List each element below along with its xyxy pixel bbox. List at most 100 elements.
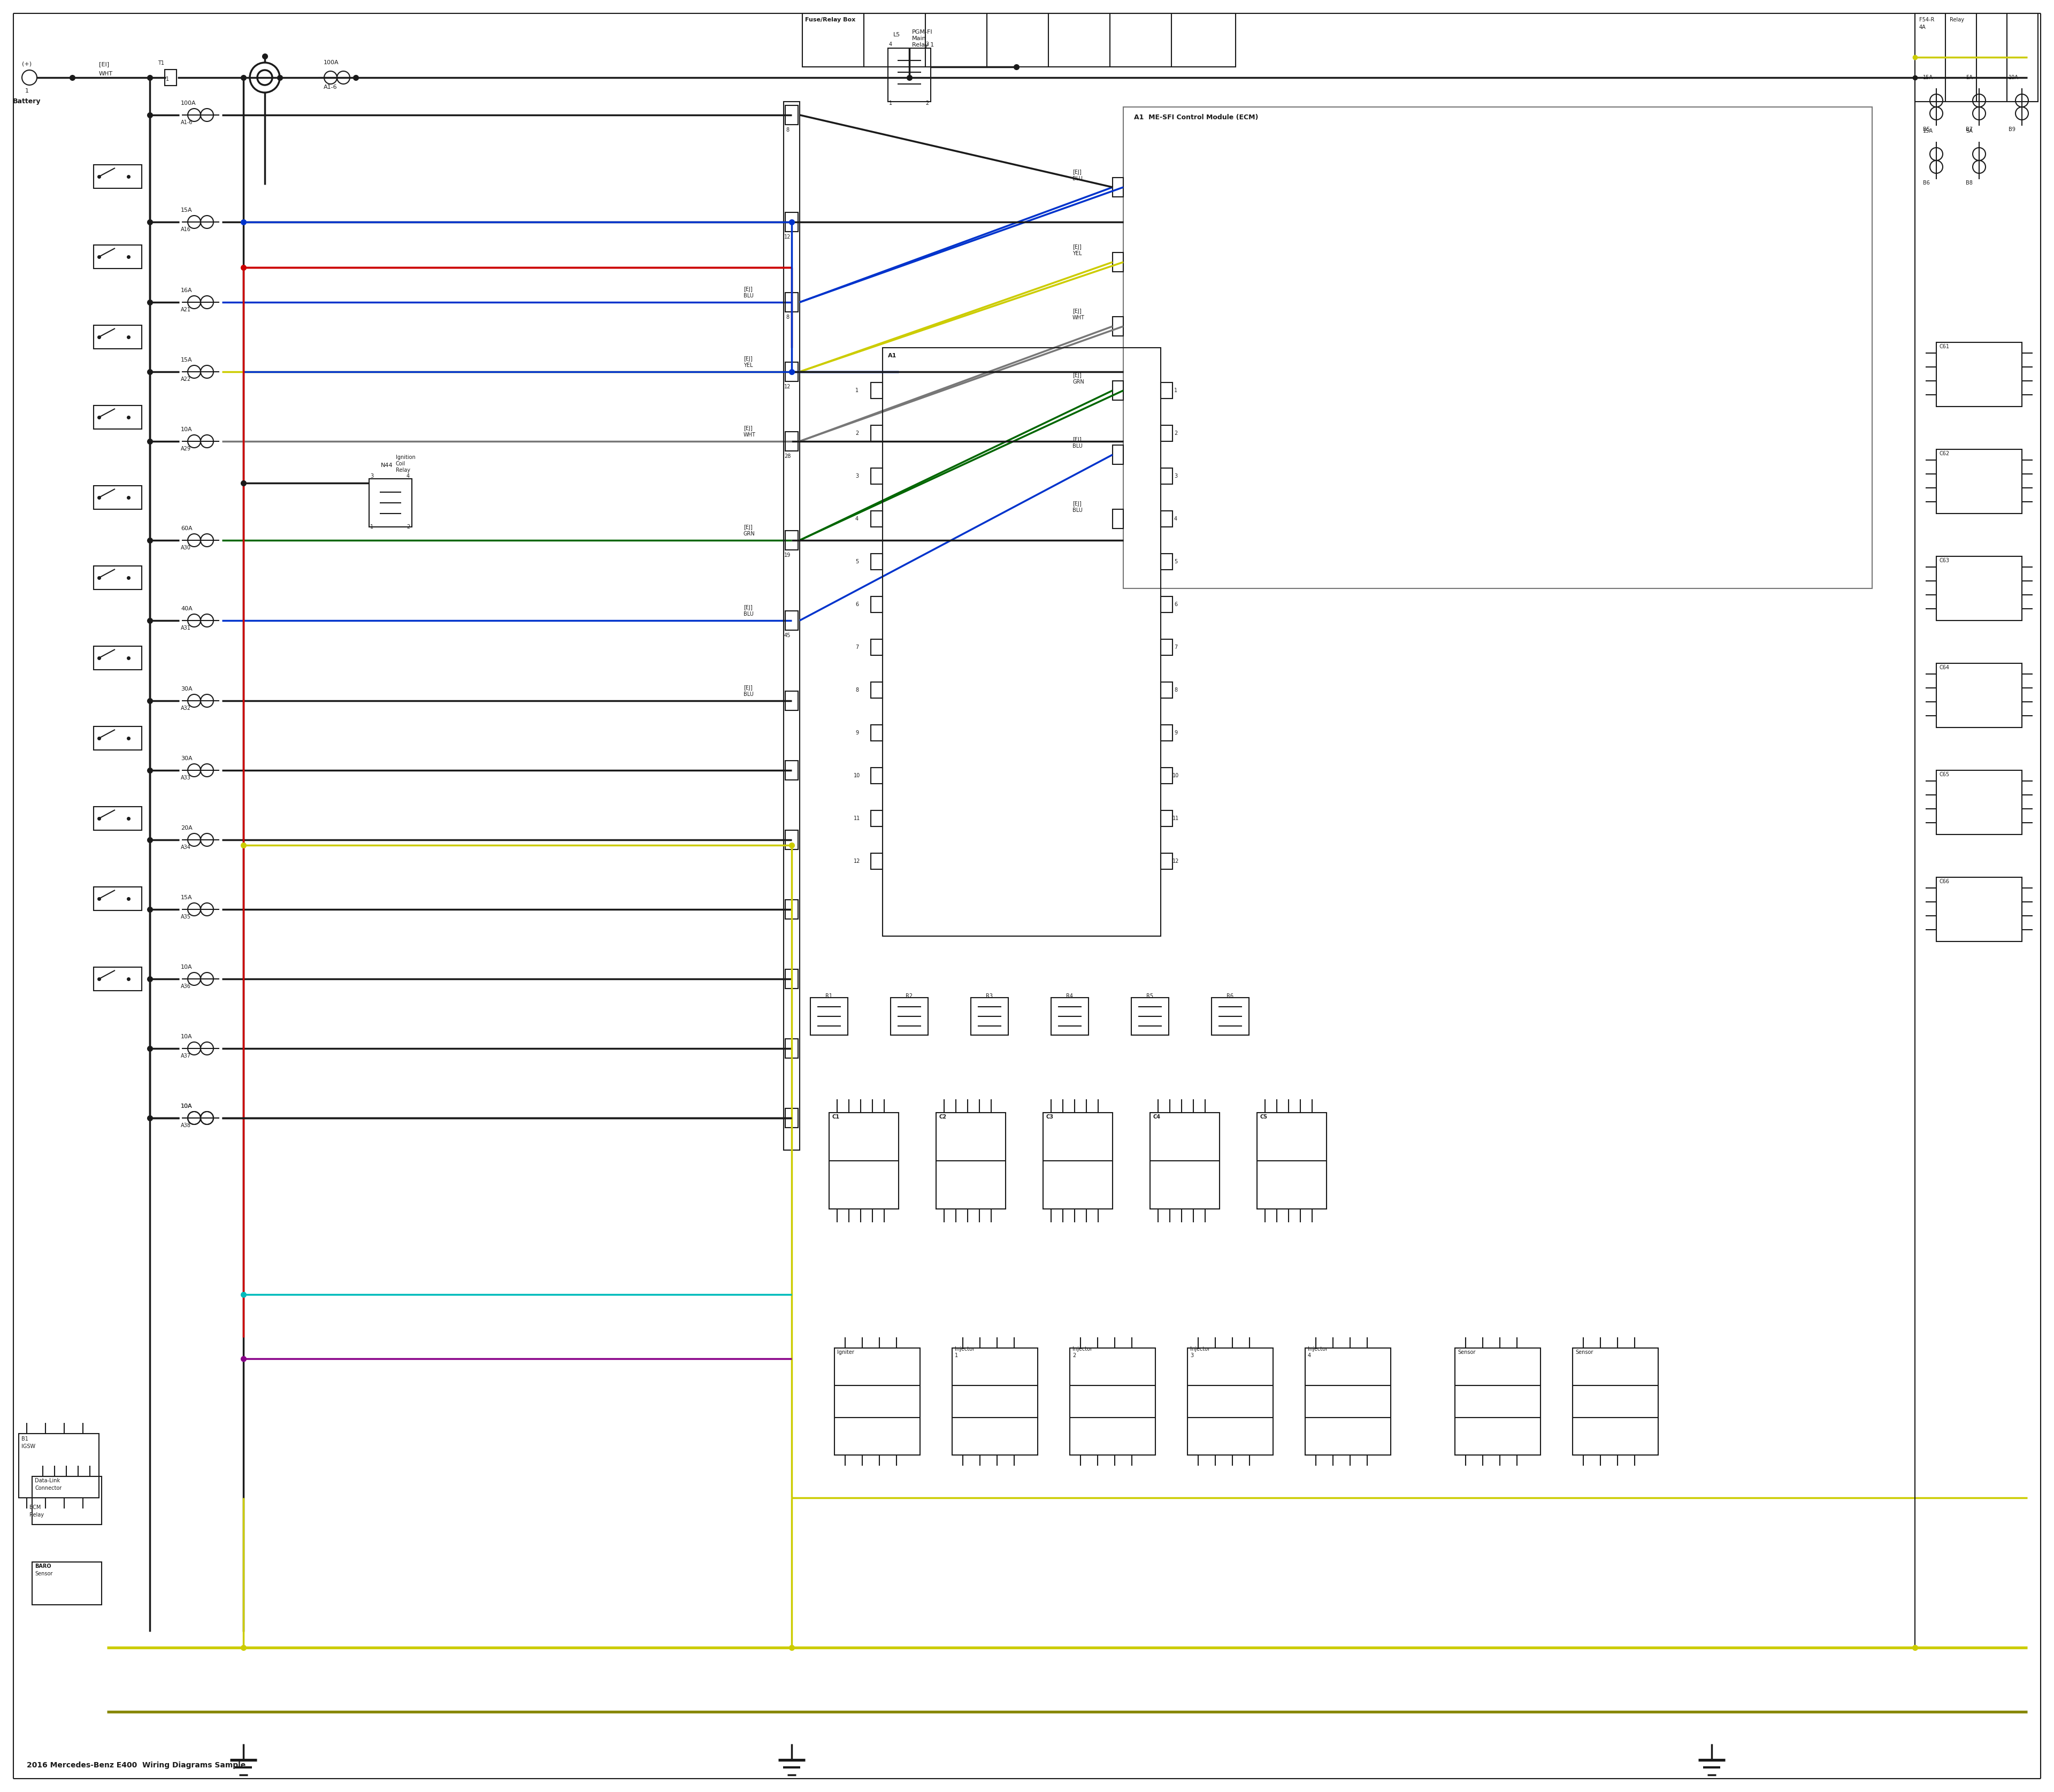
Text: [EJ]
BLU: [EJ] BLU xyxy=(1072,170,1082,181)
Bar xyxy=(33,1563,101,1606)
Bar xyxy=(1161,810,1173,826)
Text: 30A: 30A xyxy=(181,686,193,692)
Text: Coil: Coil xyxy=(396,461,405,466)
Text: B5: B5 xyxy=(1923,127,1931,133)
Text: 4A: 4A xyxy=(1918,25,1927,30)
Text: 7: 7 xyxy=(854,645,859,650)
Text: C5: C5 xyxy=(1259,1115,1267,1120)
Bar xyxy=(871,382,883,398)
Text: C1: C1 xyxy=(832,1115,840,1120)
Text: 3: 3 xyxy=(926,41,928,47)
Bar xyxy=(785,362,799,382)
Text: 19: 19 xyxy=(785,552,791,557)
Text: Connector: Connector xyxy=(35,1486,62,1491)
Bar xyxy=(1937,771,2021,835)
Text: 4: 4 xyxy=(889,41,891,47)
Bar xyxy=(94,324,142,349)
Bar xyxy=(1043,1113,1113,1210)
Text: B7: B7 xyxy=(1966,127,1972,133)
Text: C4: C4 xyxy=(1152,1115,1161,1120)
Bar xyxy=(1150,1113,1220,1210)
Text: 10A: 10A xyxy=(181,1104,193,1109)
Bar xyxy=(871,597,883,613)
Bar xyxy=(785,830,799,849)
Text: [EJ]
GRN: [EJ] GRN xyxy=(744,525,756,536)
Text: 2: 2 xyxy=(1175,430,1177,435)
Bar xyxy=(1161,382,1173,398)
Bar xyxy=(871,767,883,783)
Text: [EJ]
WHT: [EJ] WHT xyxy=(1072,308,1085,321)
Bar xyxy=(953,1348,1037,1455)
Bar xyxy=(1454,1348,1540,1455)
Bar xyxy=(1161,640,1173,656)
Text: B9: B9 xyxy=(2009,127,2015,133)
Text: A34: A34 xyxy=(181,844,191,849)
Bar xyxy=(1187,1348,1273,1455)
Text: 10: 10 xyxy=(854,772,861,778)
Text: B6: B6 xyxy=(1923,181,1931,186)
Text: 12: 12 xyxy=(785,383,791,389)
Bar xyxy=(785,432,799,452)
Bar xyxy=(871,853,883,869)
Bar xyxy=(1161,468,1173,484)
Bar xyxy=(370,478,413,527)
Text: 2: 2 xyxy=(407,525,411,530)
Bar xyxy=(1937,878,2021,941)
Text: A16: A16 xyxy=(181,228,191,233)
Text: 2016 Mercedes-Benz E400  Wiring Diagrams Sample: 2016 Mercedes-Benz E400 Wiring Diagrams … xyxy=(27,1762,246,1769)
Bar xyxy=(1937,663,2021,728)
Text: [EJ]
YEL: [EJ] YEL xyxy=(744,357,754,367)
Text: 20A: 20A xyxy=(181,826,193,831)
Bar xyxy=(871,554,883,570)
Text: 1: 1 xyxy=(370,525,374,530)
Text: 5: 5 xyxy=(1175,559,1177,564)
Text: R2: R2 xyxy=(906,993,912,998)
Text: 10A: 10A xyxy=(181,964,193,969)
Text: 10A: 10A xyxy=(181,426,193,432)
Bar xyxy=(1161,554,1173,570)
Text: 15A: 15A xyxy=(1923,75,1933,81)
Text: 45: 45 xyxy=(785,633,791,638)
Text: 12: 12 xyxy=(785,235,791,240)
Text: 60A: 60A xyxy=(181,525,193,530)
Text: B1: B1 xyxy=(21,1435,29,1441)
Text: R5: R5 xyxy=(1146,993,1154,998)
Bar xyxy=(871,640,883,656)
Bar xyxy=(1132,998,1169,1036)
Text: 10A: 10A xyxy=(181,1104,193,1109)
Bar xyxy=(1937,556,2021,620)
Text: Main: Main xyxy=(912,36,926,41)
Text: 7: 7 xyxy=(1175,645,1177,650)
Text: A1-6: A1-6 xyxy=(325,84,337,90)
Text: 6: 6 xyxy=(1175,602,1177,607)
Text: Injector
1: Injector 1 xyxy=(955,1346,974,1358)
Bar xyxy=(785,292,799,312)
Bar xyxy=(887,48,930,102)
Bar xyxy=(891,998,928,1036)
Text: Data-Link: Data-Link xyxy=(35,1478,60,1484)
Text: 100A: 100A xyxy=(181,100,195,106)
Text: C2: C2 xyxy=(939,1115,947,1120)
Bar xyxy=(164,70,177,86)
Text: 30A: 30A xyxy=(181,756,193,762)
Text: 5A: 5A xyxy=(1966,75,1972,81)
Bar xyxy=(785,692,799,710)
Text: 40A: 40A xyxy=(181,606,193,611)
Bar xyxy=(871,724,883,740)
Text: 12: 12 xyxy=(854,858,861,864)
Text: 1: 1 xyxy=(25,88,29,93)
Text: 3: 3 xyxy=(854,473,859,478)
Text: 15A: 15A xyxy=(181,208,193,213)
Text: 9: 9 xyxy=(1175,729,1177,735)
Text: A22: A22 xyxy=(181,376,191,382)
Bar xyxy=(1937,450,2021,514)
Text: C64: C64 xyxy=(1939,665,1949,670)
Bar xyxy=(871,683,883,699)
Text: 6: 6 xyxy=(854,602,859,607)
Bar xyxy=(937,1113,1006,1210)
Text: 12: 12 xyxy=(1173,858,1179,864)
Text: [EJ]
WHT: [EJ] WHT xyxy=(744,426,756,437)
Text: C61: C61 xyxy=(1939,344,1949,349)
Text: 2: 2 xyxy=(926,100,928,106)
Bar xyxy=(94,566,142,590)
